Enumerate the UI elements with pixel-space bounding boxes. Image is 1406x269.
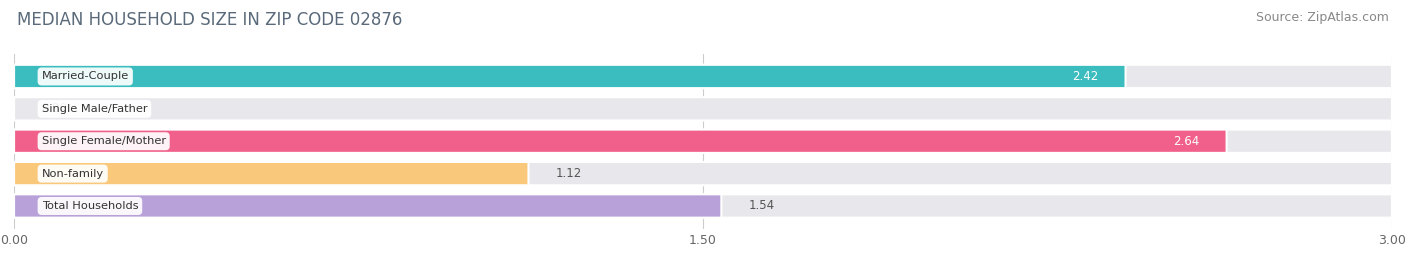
Text: Single Female/Mother: Single Female/Mother xyxy=(42,136,166,146)
Text: MEDIAN HOUSEHOLD SIZE IN ZIP CODE 02876: MEDIAN HOUSEHOLD SIZE IN ZIP CODE 02876 xyxy=(17,11,402,29)
Text: Source: ZipAtlas.com: Source: ZipAtlas.com xyxy=(1256,11,1389,24)
FancyBboxPatch shape xyxy=(14,194,1392,218)
FancyBboxPatch shape xyxy=(14,97,1392,121)
FancyBboxPatch shape xyxy=(14,162,529,185)
Text: 1.54: 1.54 xyxy=(749,200,775,213)
Text: Married-Couple: Married-Couple xyxy=(42,72,129,82)
Text: Non-family: Non-family xyxy=(42,169,104,179)
FancyBboxPatch shape xyxy=(14,130,1226,153)
FancyBboxPatch shape xyxy=(14,130,1392,153)
Text: 1.12: 1.12 xyxy=(555,167,582,180)
FancyBboxPatch shape xyxy=(14,194,721,218)
FancyBboxPatch shape xyxy=(14,162,1392,185)
Text: 2.64: 2.64 xyxy=(1173,135,1199,148)
FancyBboxPatch shape xyxy=(14,65,1392,88)
Text: Total Households: Total Households xyxy=(42,201,138,211)
FancyBboxPatch shape xyxy=(14,65,1126,88)
Text: Single Male/Father: Single Male/Father xyxy=(42,104,148,114)
Text: 0.00: 0.00 xyxy=(42,102,67,115)
Text: 2.42: 2.42 xyxy=(1071,70,1098,83)
